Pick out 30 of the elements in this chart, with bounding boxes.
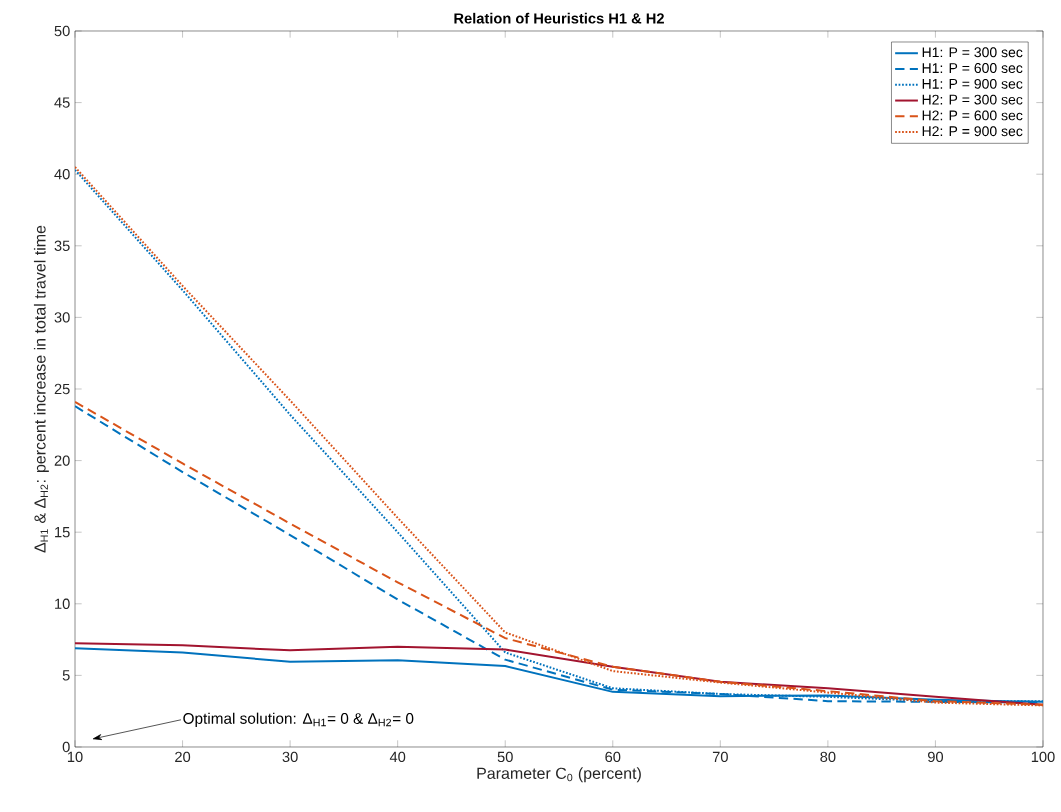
- y-tick-label: 25: [54, 383, 70, 395]
- x-tick-label: 80: [820, 751, 836, 763]
- x-tick-label: 100: [1031, 751, 1055, 763]
- x-tick-label: 20: [175, 751, 191, 763]
- x-tick-label: 30: [282, 751, 298, 763]
- y-axis-title: Δ$_{H1}$ & Δ$_{H2}$: percent increase in total travel time: [33, 225, 49, 553]
- legend-label: H1: P = 900 sec: [922, 78, 1023, 89]
- legend-label: H2: P = 300 sec: [922, 94, 1023, 105]
- y-tick-label: 35: [54, 240, 70, 251]
- x-tick-label: 40: [389, 751, 406, 763]
- y-tick-label: 45: [54, 97, 70, 108]
- y-tick-label: 20: [54, 455, 70, 466]
- y-tick-label: 10: [55, 598, 70, 609]
- legend-label: H2: P = 600 sec: [922, 110, 1023, 121]
- y-tick-label: 15: [55, 527, 70, 538]
- y-tick-label: 0: [62, 741, 70, 753]
- x-axis-title: Parameter C$_{0}$ (percent): [477, 767, 641, 783]
- y-tick-label: 40: [54, 169, 70, 180]
- legend-label: H2: P = 900 sec: [922, 126, 1023, 137]
- y-tick-label: 50: [54, 25, 70, 37]
- x-tick-label: 60: [605, 751, 621, 763]
- legend-label: H1: P = 600 sec: [922, 63, 1023, 74]
- y-tick-label: 30: [54, 312, 70, 323]
- legend-label: H1: P = 300 sec: [922, 47, 1023, 58]
- annotation: Optimal solution: Δ$_{H1}$= 0 & Δ$_{H2}$= 0: [183, 712, 414, 727]
- x-tick-label: 50: [497, 751, 513, 763]
- x-tick-label: 70: [712, 751, 728, 763]
- x-tick-label: 90: [927, 751, 943, 763]
- chart-title: Relation of Heuristics H1 & H2: [454, 12, 664, 24]
- y-tick-label: 5: [62, 670, 70, 681]
